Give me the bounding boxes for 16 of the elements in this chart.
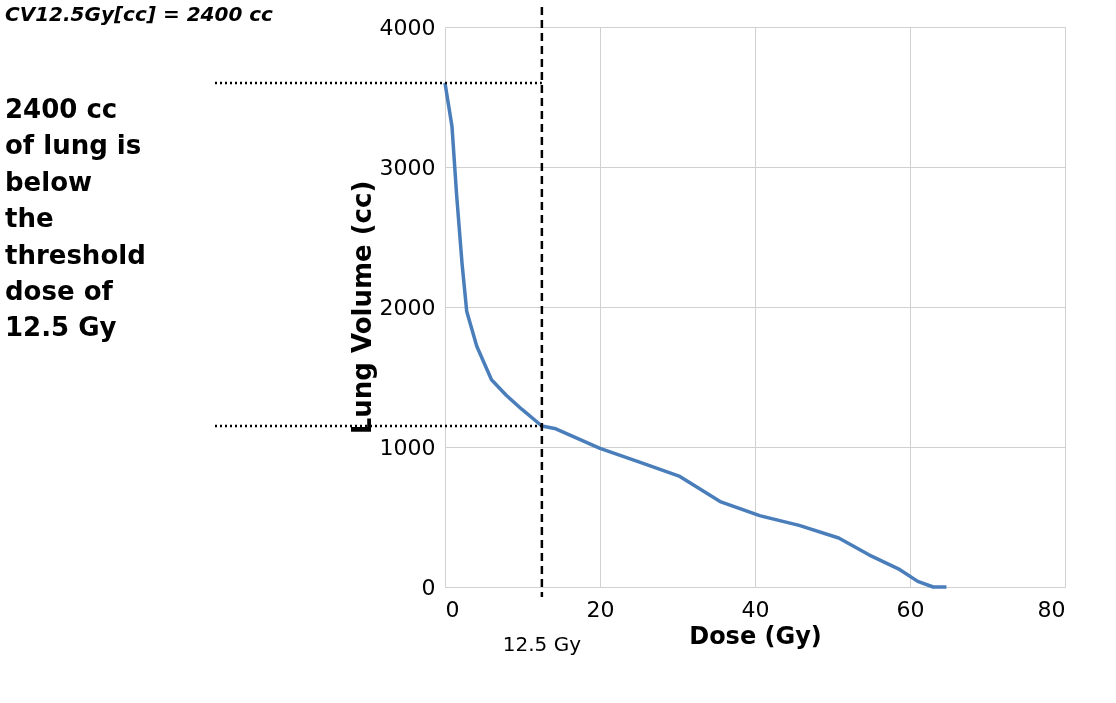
x-tick-label: 40	[741, 596, 770, 622]
x-axis-title: Dose (Gy)	[689, 621, 822, 650]
y-axis-title: Lung Volume (cc)	[346, 180, 377, 435]
x-tick-label: 20	[586, 596, 615, 622]
y-tick-label: 0	[421, 574, 436, 600]
text: 2400 cc of lung is below the threshold dose of 12.5 Gy	[5, 94, 146, 343]
y-tick-label: 4000	[379, 14, 436, 40]
x-tick-label: 0	[445, 596, 460, 622]
y-tick-label: 1000	[379, 434, 436, 460]
y-tick-label: 2000	[379, 294, 436, 320]
x-tick-label: 80	[1037, 596, 1066, 622]
line-series	[443, 81, 949, 589]
ref-line-label: 12.5 Gy	[502, 632, 582, 656]
x-tick-label: 60	[896, 596, 925, 622]
text: CV12.5Gy[cc] = 2400 cc	[5, 2, 274, 26]
y-tick-label: 3000	[379, 154, 436, 180]
